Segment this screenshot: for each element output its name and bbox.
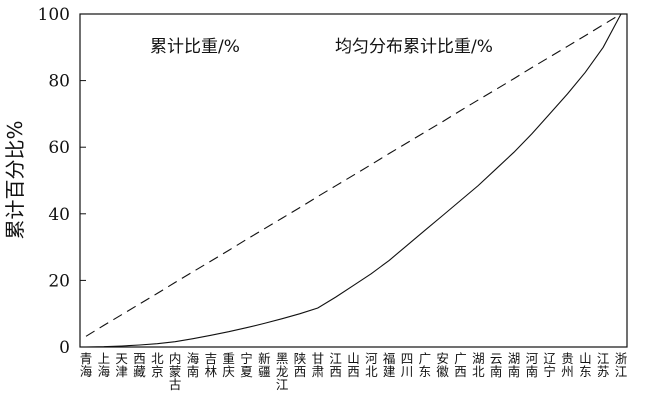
plot-frame [79, 13, 628, 348]
y-axis-ticks: 0 20 40 60 80 100 [38, 5, 86, 358]
x-category-label: 福建 [383, 351, 396, 379]
y-tick-label: 20 [48, 271, 70, 291]
x-category-label: 内蒙古 [169, 351, 182, 392]
x-category-label: 湖北 [472, 351, 485, 379]
x-category-label: 四川 [401, 351, 414, 379]
x-category-label: 河南 [526, 351, 539, 379]
x-category-label: 陕西 [294, 351, 307, 379]
x-category-label: 宁夏 [240, 351, 253, 379]
series-layer [85, 13, 622, 348]
y-tick-label: 0 [59, 338, 70, 358]
x-category-label: 广东 [419, 351, 432, 379]
x-axis-categories: 青海上海天津西藏北京内蒙古海南吉林重庆宁夏新疆黑龙江陕西甘肃江西山西河北福建四川… [80, 351, 628, 392]
x-category-label: 甘肃 [312, 351, 325, 379]
x-category-label: 上海 [98, 351, 111, 379]
x-category-label: 山西 [347, 351, 360, 379]
x-category-label: 重庆 [222, 351, 235, 379]
x-category-label: 吉林 [205, 351, 218, 379]
x-category-label: 江苏 [597, 351, 610, 379]
x-category-label: 新疆 [258, 351, 271, 379]
x-category-label: 天津 [115, 351, 128, 379]
x-category-label: 安徽 [436, 351, 449, 379]
series-line-cumulative [85, 13, 622, 348]
y-tick-label: 60 [48, 138, 70, 158]
y-axis-label: 累计百分比% [3, 120, 27, 239]
x-category-label: 青海 [80, 351, 93, 379]
legend-solid-series: 累计比重/% [150, 37, 240, 57]
y-tick-label: 40 [48, 205, 70, 225]
x-category-label: 贵州 [561, 351, 574, 379]
x-category-label: 山东 [579, 351, 592, 379]
x-category-label: 河北 [365, 351, 378, 379]
x-category-label: 云南 [490, 351, 503, 379]
x-category-label: 黑龙江 [276, 351, 289, 392]
x-category-label: 广西 [454, 351, 467, 379]
x-category-label: 湖南 [508, 351, 521, 379]
series-line-uniform [85, 13, 622, 337]
x-category-label: 海南 [187, 351, 200, 379]
y-tick-label: 80 [48, 72, 70, 92]
x-category-label: 辽宁 [543, 351, 556, 379]
x-category-label: 北京 [151, 351, 164, 379]
legend-dashed-series: 均匀分布累计比重/% [335, 37, 493, 57]
x-category-label: 西藏 [133, 351, 146, 379]
x-category-label: 江西 [329, 351, 342, 379]
y-tick-label: 100 [38, 5, 70, 25]
x-category-label: 浙江 [615, 351, 628, 379]
